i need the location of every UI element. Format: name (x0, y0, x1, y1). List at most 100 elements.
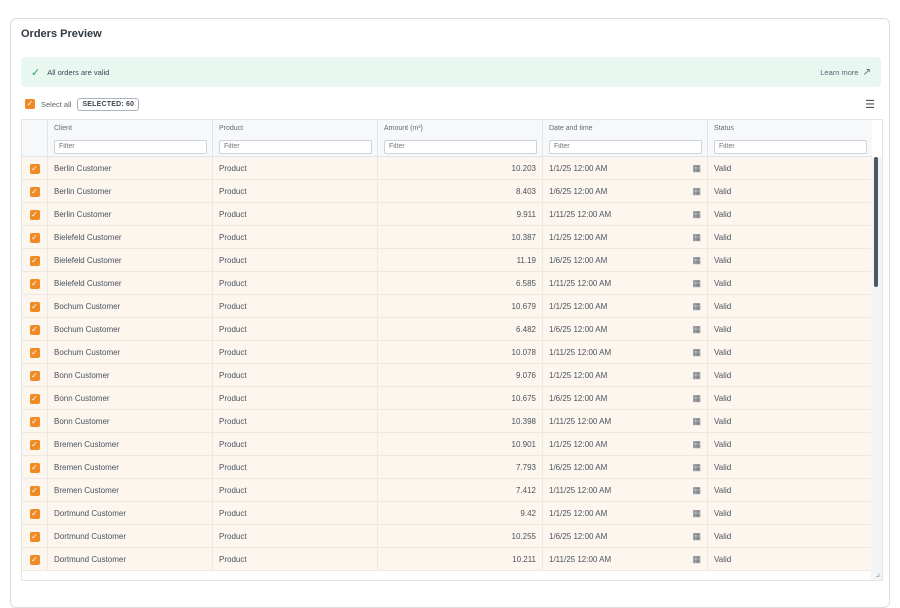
cell-product: Product (213, 318, 378, 341)
scrollbar-thumb[interactable] (874, 157, 878, 287)
status-filter-input[interactable] (714, 139, 867, 154)
cell-client: Bonn Customer (48, 410, 213, 433)
cell-product: Product (213, 479, 378, 502)
cell-date-text: 1/1/25 12:00 AM (549, 233, 608, 242)
cell-status: Valid (708, 226, 872, 249)
row-checkbox[interactable]: ✓ (29, 462, 40, 473)
row-checkbox[interactable]: ✓ (29, 163, 40, 174)
row-checkbox[interactable]: ✓ (29, 209, 40, 220)
column-header-amount[interactable]: Amount (m³) (378, 120, 543, 156)
table-row[interactable]: ✓ Dortmund Customer Product 10.255 1/6/25 12… (22, 525, 872, 548)
column-header-status[interactable]: Status (708, 120, 872, 156)
cell-date-text: 1/6/25 12:00 AM (549, 463, 608, 472)
table-row[interactable]: ✓ Bremen Customer Product 10.901 1/1/25 12:0… (22, 433, 872, 456)
row-checkbox[interactable]: ✓ (29, 324, 40, 335)
calendar-icon[interactable]: ▦ (692, 554, 701, 564)
calendar-icon[interactable]: ▦ (692, 416, 701, 426)
table-row[interactable]: ✓ Bochum Customer Product 10.679 1/1/25 12:0… (22, 295, 872, 318)
table-row[interactable]: ✓ Bielefeld Customer Product 11.19 1/6/25 12… (22, 249, 872, 272)
resize-handle-icon[interactable]: ⌟ (875, 568, 880, 578)
cell-amount: 10.387 (378, 226, 543, 249)
table-row[interactable]: ✓ Bochum Customer Product 10.078 1/11/25 12:… (22, 341, 872, 364)
row-checkbox[interactable]: ✓ (29, 347, 40, 358)
calendar-icon[interactable]: ▦ (692, 278, 701, 288)
table-row[interactable]: ✓ Bremen Customer Product 7.793 1/6/25 12:00… (22, 456, 872, 479)
column-header-client[interactable]: Client (48, 120, 213, 156)
row-checkbox[interactable]: ✓ (29, 508, 40, 519)
calendar-icon[interactable]: ▦ (692, 232, 701, 242)
cell-date-text: 1/1/25 12:00 AM (549, 302, 608, 311)
table-row[interactable]: ✓ Berlin Customer Product 9.911 1/11/25 12:0… (22, 203, 872, 226)
calendar-icon[interactable]: ▦ (692, 485, 701, 495)
calendar-icon[interactable]: ▦ (692, 301, 701, 311)
row-checkbox[interactable]: ✓ (29, 416, 40, 427)
calendar-icon[interactable]: ▦ (692, 255, 701, 265)
table-row[interactable]: ✓ Bonn Customer Product 10.675 1/6/25 12:00 … (22, 387, 872, 410)
calendar-icon[interactable]: ▦ (692, 439, 701, 449)
table-row[interactable]: ✓ Bochum Customer Product 6.482 1/6/25 12:00… (22, 318, 872, 341)
calendar-icon[interactable]: ▦ (692, 347, 701, 357)
cell-product: Product (213, 433, 378, 456)
row-checkbox[interactable]: ✓ (29, 439, 40, 450)
cell-date-text: 1/1/25 12:00 AM (549, 509, 608, 518)
column-header-product[interactable]: Product (213, 120, 378, 156)
cell-date: 1/11/25 12:00 AM ▦ (543, 548, 708, 571)
cell-client: Bremen Customer (48, 479, 213, 502)
column-header-date[interactable]: Date and time (543, 120, 708, 156)
cell-status: Valid (708, 525, 872, 548)
table-row[interactable]: ✓ Berlin Customer Product 8.403 1/6/25 12:00… (22, 180, 872, 203)
date-filter-input[interactable] (549, 139, 702, 154)
table-row[interactable]: ✓ Bielefeld Customer Product 10.387 1/1/25 1… (22, 226, 872, 249)
row-checkbox[interactable]: ✓ (29, 393, 40, 404)
row-checkbox-cell: ✓ (22, 410, 48, 433)
calendar-icon[interactable]: ▦ (692, 370, 701, 380)
client-filter-input[interactable] (54, 139, 207, 154)
calendar-icon[interactable]: ▦ (692, 324, 701, 334)
row-checkbox[interactable]: ✓ (29, 370, 40, 381)
vertical-scrollbar[interactable] (871, 157, 882, 580)
calendar-icon[interactable]: ▦ (692, 209, 701, 219)
cell-amount: 9.911 (378, 203, 543, 226)
learn-more-link[interactable]: Learn more ↗ (820, 67, 871, 78)
calendar-icon[interactable]: ▦ (692, 508, 701, 518)
table-row[interactable]: ✓ Bonn Customer Product 10.398 1/11/25 12:00… (22, 410, 872, 433)
cell-date: 1/6/25 12:00 AM ▦ (543, 180, 708, 203)
column-settings-icon[interactable]: ☰ (865, 98, 875, 111)
product-filter-input[interactable] (219, 139, 372, 154)
cell-amount: 10.203 (378, 157, 543, 180)
select-all-checkbox[interactable]: ✓ (25, 99, 35, 109)
row-checkbox[interactable]: ✓ (29, 255, 40, 266)
table-row[interactable]: ✓ Dortmund Customer Product 9.42 1/1/25 12:0… (22, 502, 872, 525)
table-row[interactable]: ✓ Bonn Customer Product 9.076 1/1/25 12:00 A… (22, 364, 872, 387)
cell-amount: 6.585 (378, 272, 543, 295)
table-row[interactable]: ✓ Dortmund Customer Product 10.211 1/11/25 1… (22, 548, 872, 571)
calendar-icon[interactable]: ▦ (692, 186, 701, 196)
cell-date-text: 1/6/25 12:00 AM (549, 187, 608, 196)
row-checkbox-cell: ✓ (22, 502, 48, 525)
row-checkbox[interactable]: ✓ (29, 531, 40, 542)
amount-filter-input[interactable] (384, 139, 537, 154)
row-checkbox[interactable]: ✓ (29, 485, 40, 496)
calendar-icon[interactable]: ▦ (692, 531, 701, 541)
row-checkbox[interactable]: ✓ (29, 278, 40, 289)
table-row[interactable]: ✓ Bielefeld Customer Product 6.585 1/11/25 1… (22, 272, 872, 295)
calendar-icon[interactable]: ▦ (692, 462, 701, 472)
cell-date: 1/6/25 12:00 AM ▦ (543, 318, 708, 341)
row-checkbox[interactable]: ✓ (29, 232, 40, 243)
select-all-label[interactable]: Select all (41, 99, 72, 109)
table-row[interactable]: ✓ Berlin Customer Product 10.203 1/1/25 12:0… (22, 157, 872, 180)
cell-client: Dortmund Customer (48, 548, 213, 571)
row-checkbox[interactable]: ✓ (29, 186, 40, 197)
cell-date: 1/11/25 12:00 AM ▦ (543, 479, 708, 502)
calendar-icon[interactable]: ▦ (692, 163, 701, 173)
external-arrow-icon: ↗ (862, 66, 871, 78)
cell-product: Product (213, 180, 378, 203)
table-row[interactable]: ✓ Bremen Customer Product 7.412 1/11/25 12:0… (22, 479, 872, 502)
cell-client: Dortmund Customer (48, 502, 213, 525)
calendar-icon[interactable]: ▦ (692, 393, 701, 403)
orders-grid: Client Product Amount (m³) Date and time… (21, 119, 883, 581)
row-checkbox[interactable]: ✓ (29, 554, 40, 565)
cell-date-text: 1/6/25 12:00 AM (549, 256, 608, 265)
row-checkbox[interactable]: ✓ (29, 301, 40, 312)
row-checkbox-cell: ✓ (22, 249, 48, 272)
